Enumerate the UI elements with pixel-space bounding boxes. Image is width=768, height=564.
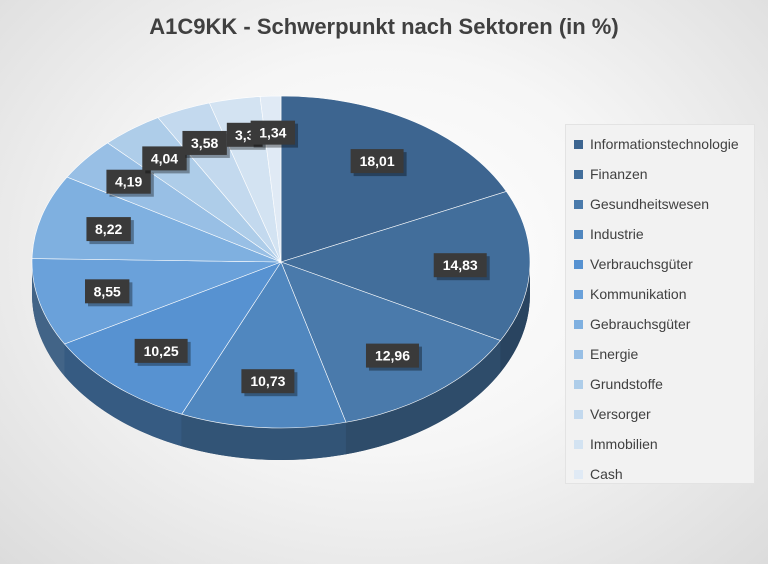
pie-slice-side-6: [32, 262, 65, 376]
legend-item: Industrie: [574, 219, 754, 249]
legend-swatch: [574, 289, 583, 299]
legend-item: Energie: [574, 339, 754, 369]
legend-swatch: [574, 259, 583, 269]
svg-text:18,01: 18,01: [360, 153, 395, 169]
pie-slice-side-2: [500, 262, 530, 373]
svg-text:8,22: 8,22: [95, 221, 122, 237]
legend-item: Verbrauchsgüter: [574, 249, 754, 279]
legend-label: Versorger: [590, 406, 651, 422]
legend-label: Cash: [590, 466, 623, 482]
data-label-7: 8,22: [86, 217, 134, 245]
svg-text:10,25: 10,25: [144, 343, 179, 359]
legend-label: Gesundheitswesen: [590, 196, 710, 212]
legend-label: Immobilien: [590, 436, 658, 452]
legend-item: Finanzen: [574, 159, 754, 189]
svg-text:3,58: 3,58: [191, 135, 218, 151]
data-label-9: 4,04: [142, 146, 190, 174]
legend-swatch: [574, 349, 583, 359]
svg-text:4,04: 4,04: [151, 150, 178, 166]
legend-swatch: [574, 199, 583, 209]
pie-slice-side-5: [64, 343, 182, 447]
data-label-1: 18,01: [350, 149, 407, 177]
legend-label: Energie: [590, 346, 639, 362]
legend-item: Gebrauchsgüter: [574, 309, 754, 339]
legend-swatch: [574, 379, 583, 389]
svg-text:4,19: 4,19: [115, 174, 142, 190]
data-label-12: 1,34: [250, 120, 299, 148]
legend-swatch: [574, 229, 583, 239]
data-label-2: 14,83: [433, 253, 490, 281]
pie-slice-side-4: [181, 414, 346, 460]
legend-swatch: [574, 409, 583, 419]
pie-slice-1: [280, 95, 507, 263]
legend-item: Kommunikation: [574, 279, 754, 309]
pie-slice-2: [280, 191, 531, 341]
legend-item: Gesundheitswesen: [574, 189, 754, 219]
data-label-5: 10,25: [134, 338, 191, 366]
legend-swatch: [574, 439, 583, 449]
legend-item: Immobilien: [574, 429, 754, 459]
data-label-3: 12,96: [365, 343, 422, 371]
legend-swatch: [574, 139, 583, 149]
legend-label: Informationstechnologie: [590, 136, 739, 152]
legend-label: Kommunikation: [590, 286, 687, 302]
legend-swatch: [574, 469, 583, 479]
svg-text:8,55: 8,55: [94, 283, 121, 299]
legend-swatch: [574, 169, 583, 179]
legend-label: Verbrauchsgüter: [590, 256, 693, 272]
legend-label: Gebrauchsgüter: [590, 316, 691, 332]
legend-item: Versorger: [574, 399, 754, 429]
legend-item: Cash: [574, 459, 754, 489]
pie-slice-4: [181, 261, 347, 429]
legend-label: Industrie: [590, 226, 644, 242]
svg-text:1,34: 1,34: [259, 125, 286, 141]
data-label-4: 10,73: [241, 369, 298, 397]
legend-swatch: [574, 319, 583, 329]
svg-text:10,73: 10,73: [250, 373, 285, 389]
legend-item: Informationstechnologie: [574, 129, 754, 159]
svg-text:14,83: 14,83: [443, 257, 478, 273]
legend-item: Grundstoffe: [574, 369, 754, 399]
pie-slice-3: [280, 261, 501, 423]
data-label-10: 3,58: [182, 130, 230, 158]
svg-text:3,3: 3,3: [235, 127, 255, 143]
legend-label: Finanzen: [590, 166, 648, 182]
data-label-6: 8,55: [84, 279, 133, 307]
data-label-8: 4,19: [106, 169, 154, 197]
legend-label: Grundstoffe: [590, 376, 663, 392]
pie-slice-side-3: [345, 340, 501, 455]
chart-title: A1C9KK - Schwerpunkt nach Sektoren (in %…: [149, 14, 619, 39]
legend: Informationstechnologie Finanzen Gesundhei…: [565, 124, 755, 484]
svg-text:12,96: 12,96: [375, 348, 410, 364]
pie-slice-5: [63, 261, 282, 415]
